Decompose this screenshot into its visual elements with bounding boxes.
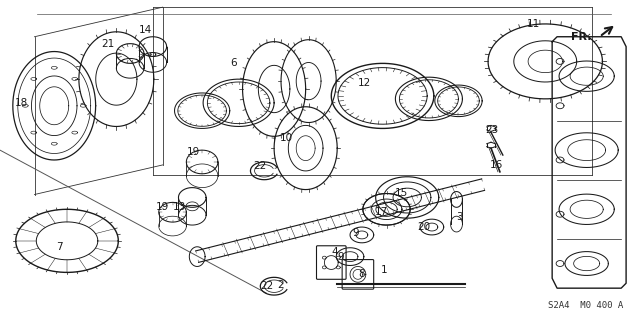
Text: 16: 16	[490, 160, 502, 170]
Text: 19: 19	[187, 147, 200, 157]
Text: 15: 15	[395, 188, 408, 197]
Text: 4: 4	[332, 247, 339, 257]
Text: 2: 2	[278, 280, 284, 290]
Text: 7: 7	[56, 242, 63, 252]
Text: 23: 23	[485, 125, 499, 135]
Text: 12: 12	[358, 78, 371, 88]
Text: 19: 19	[156, 202, 170, 212]
Text: 13: 13	[173, 202, 186, 212]
Text: 22: 22	[260, 281, 274, 291]
Text: 6: 6	[230, 58, 237, 68]
Text: S2A4  M0 400 A: S2A4 M0 400 A	[548, 301, 623, 310]
Text: 1: 1	[381, 265, 388, 275]
Text: 8: 8	[358, 269, 365, 279]
Text: 3: 3	[456, 212, 463, 222]
Text: FR.: FR.	[571, 32, 591, 42]
Text: 14: 14	[140, 25, 152, 35]
Text: 9: 9	[353, 228, 359, 238]
Text: 11: 11	[527, 19, 540, 29]
Text: 17: 17	[375, 207, 388, 217]
Text: 22: 22	[253, 161, 267, 171]
Text: 21: 21	[101, 39, 114, 48]
Text: 18: 18	[15, 98, 28, 108]
Text: 9: 9	[338, 252, 344, 262]
Text: 10: 10	[280, 133, 292, 143]
Text: 20: 20	[417, 222, 431, 232]
